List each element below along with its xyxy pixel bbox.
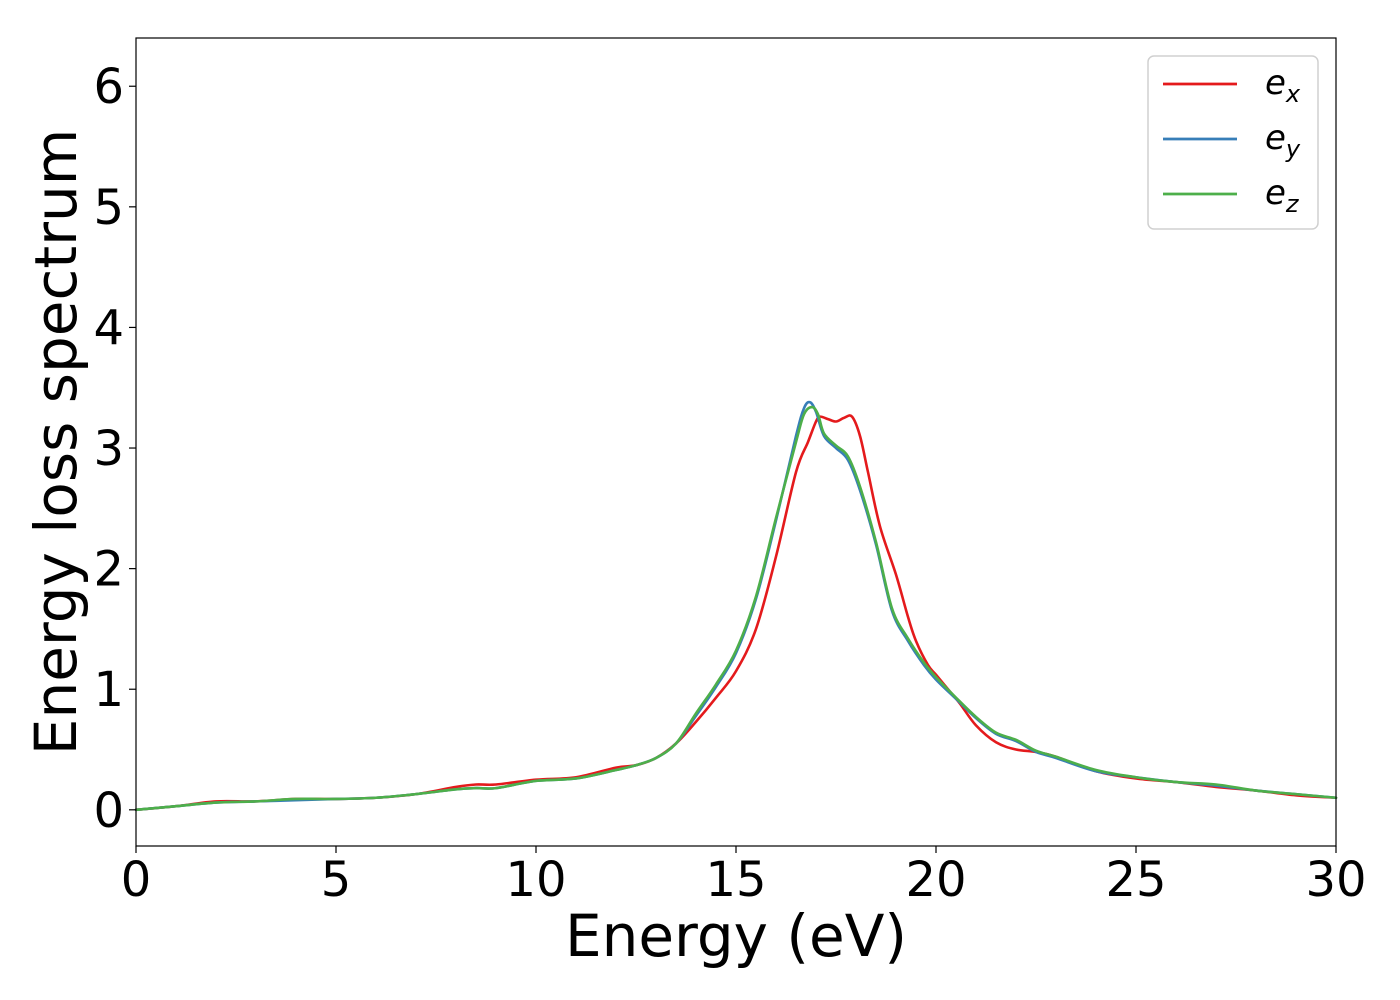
y-tick-label: 0 [93,783,124,839]
y-axis-label: Energy loss spectrum [22,129,90,755]
y-tick-label: 1 [93,662,124,718]
y-axis: 0 1 2 3 4 5 6 [93,59,136,839]
x-axis-label: Energy (eV) [565,902,907,970]
series-line-x [134,414,1338,812]
y-tick-label: 3 [93,421,124,477]
x-tick-label: 5 [321,852,352,908]
x-axis: 0 5 10 15 20 25 30 [121,846,1367,908]
x-tick-label: 20 [905,852,966,908]
legend-box [1147,55,1319,230]
series-line-z [134,405,1338,812]
y-tick-label: 6 [93,59,124,115]
y-tick-label: 4 [93,300,124,356]
y-tick-label: 5 [93,180,124,236]
series-line-y [134,400,1338,812]
y-tick-label: 2 [93,542,124,598]
x-tick-label: 15 [705,852,766,908]
x-tick-label: 30 [1305,852,1366,908]
x-tick-label: 25 [1105,852,1166,908]
plot-lines [134,400,1338,812]
x-tick-label: 0 [121,852,152,908]
x-tick-label: 10 [505,852,566,908]
